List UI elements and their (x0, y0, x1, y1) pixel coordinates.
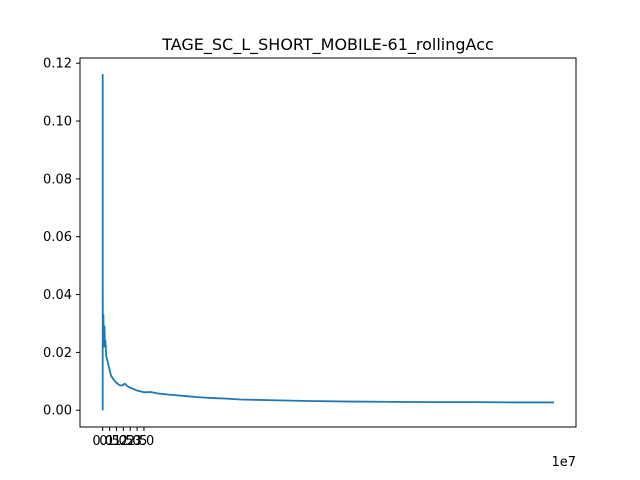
chart-title: TAGE_SC_L_SHORT_MOBILE-61_rollingAcc (161, 35, 494, 55)
x-tick-label: 0.0 (92, 434, 113, 449)
series-layer (101, 73, 554, 411)
x-tick-label: 1.5 (113, 434, 134, 449)
x-tick-label: 0.5 (99, 434, 120, 449)
y-tick-label: 0.04 (43, 288, 72, 303)
x-tick-label: 2.0 (120, 434, 141, 449)
x-tick-label: 2.5 (127, 434, 148, 449)
y-tick-label: 0.10 (43, 115, 72, 130)
series-line (101, 73, 554, 411)
y-tick-label: 0.08 (43, 172, 72, 187)
x-tick-label: 1.0 (106, 434, 127, 449)
x-axis: 0.00.51.01.52.02.53.0 (92, 427, 154, 449)
x-offset-label: 1e7 (551, 455, 576, 470)
y-tick-label: 0.06 (43, 230, 72, 245)
y-tick-label: 0.02 (43, 346, 72, 361)
y-tick-label: 0.12 (43, 57, 72, 72)
x-tick-label: 3.0 (134, 434, 155, 449)
plot-area (79, 57, 577, 428)
y-axis: 0.00 0.02 0.04 0.06 0.08 0.10 0.12 (43, 57, 80, 419)
y-tick-label: 0.00 (43, 404, 72, 419)
